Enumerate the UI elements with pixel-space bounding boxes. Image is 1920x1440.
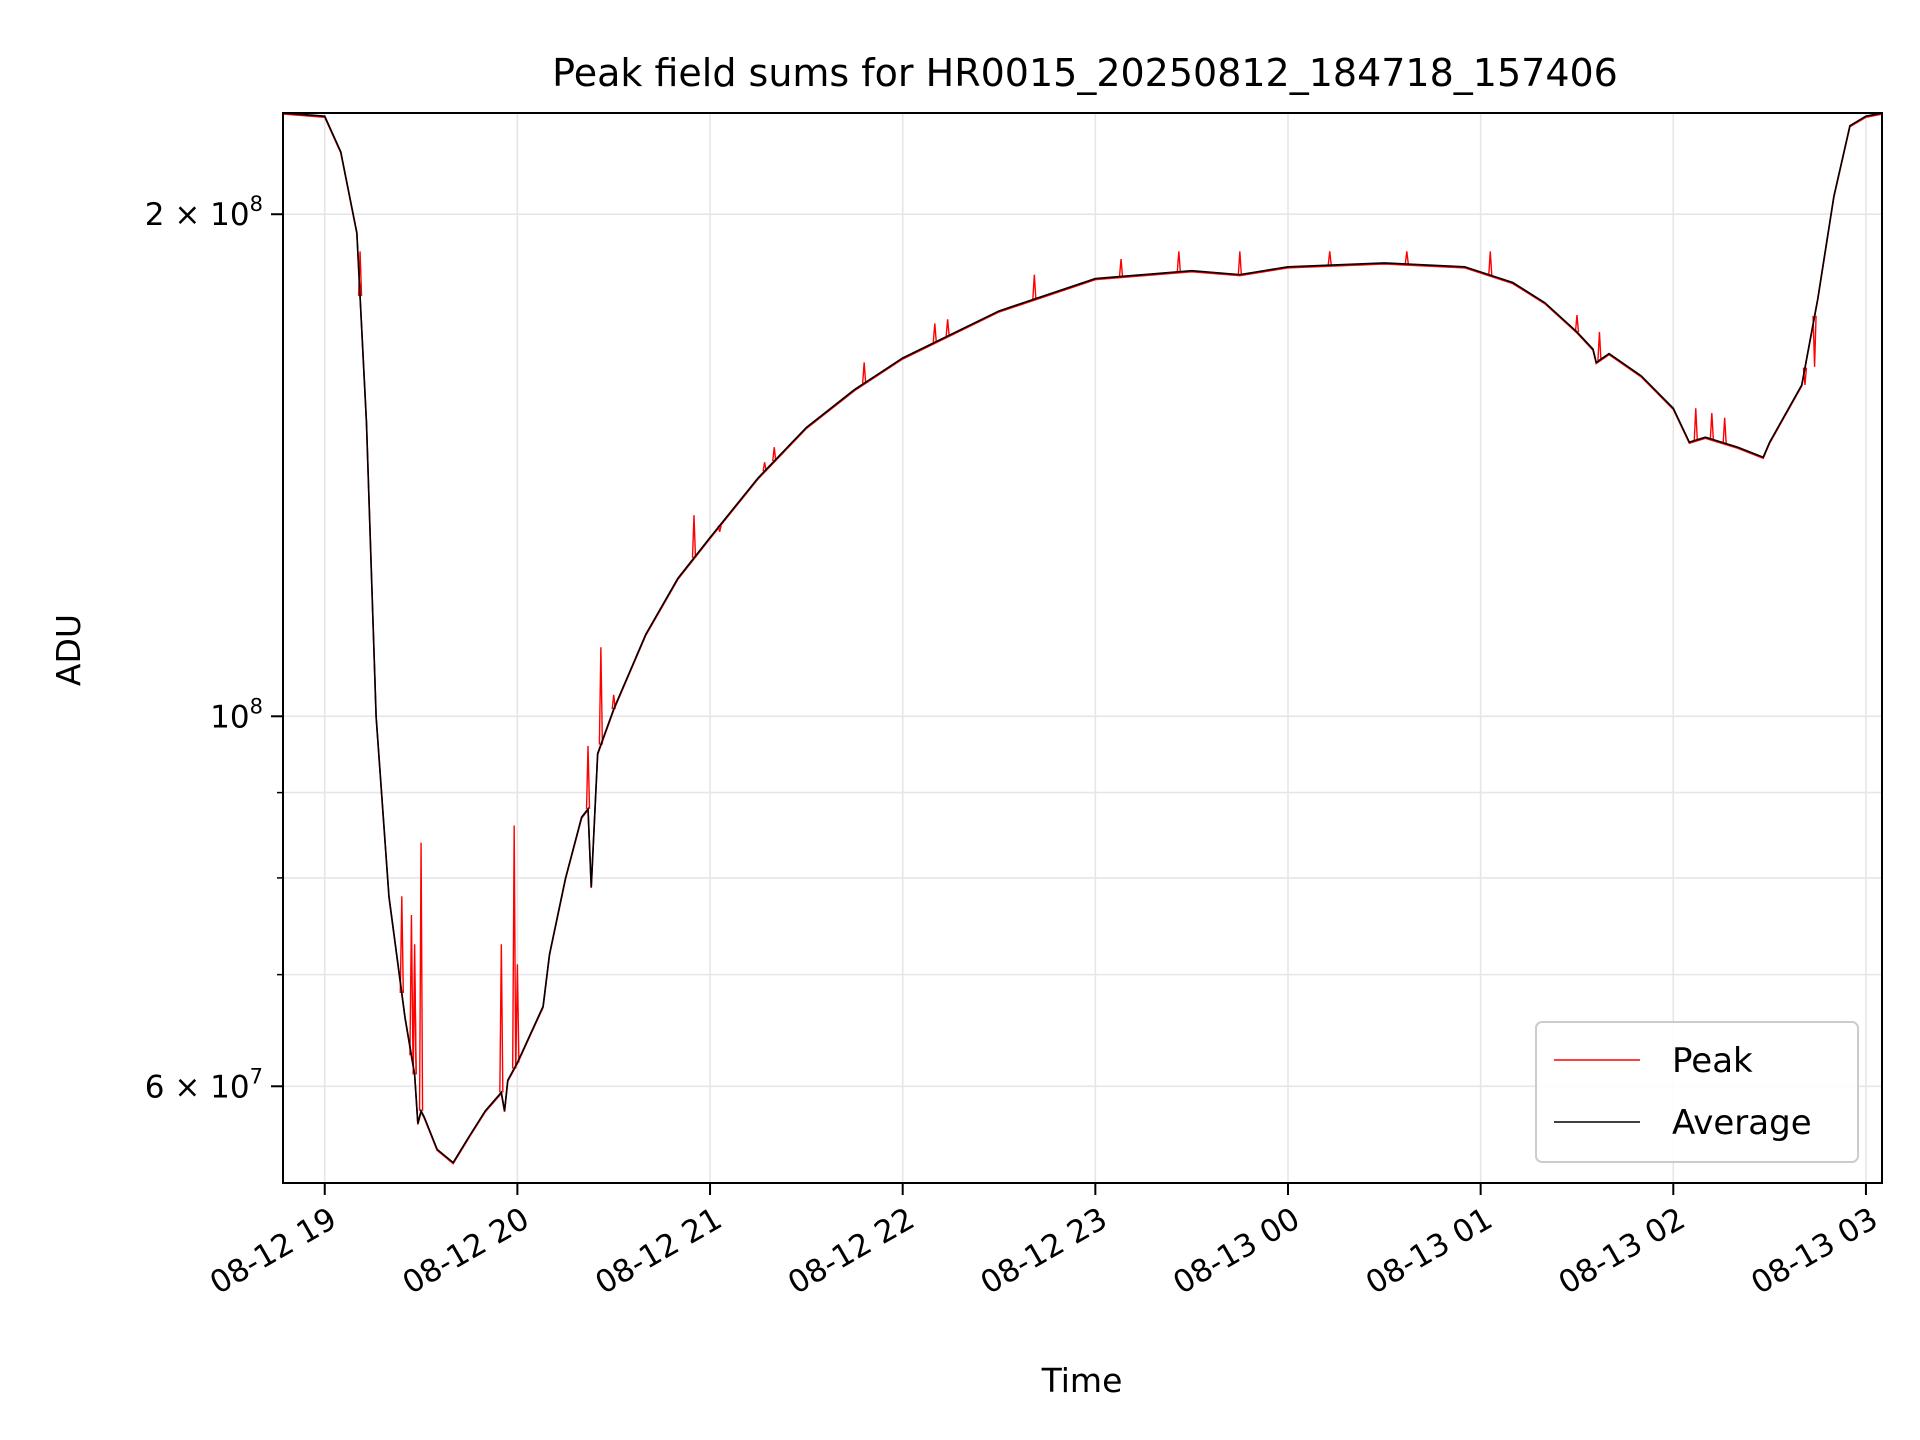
peak-spike	[598, 647, 604, 745]
x-axis-label: Time	[1041, 1361, 1123, 1400]
peak-spike	[932, 323, 937, 343]
peak-spike	[1597, 331, 1602, 361]
peak-spike	[1118, 258, 1124, 277]
peak-spike	[1404, 251, 1409, 265]
peak-spike	[1574, 315, 1580, 333]
peak-spike	[585, 745, 591, 809]
chart-title: Peak field sums for HR0015_20250812_1847…	[552, 51, 1618, 95]
legend-box	[1535, 1021, 1859, 1163]
peak-spike	[409, 915, 414, 1056]
x-tick-label-6: 08-13 01	[1360, 1201, 1499, 1302]
peak-spike	[772, 447, 777, 462]
y-tick-label-2: 2 × 108	[145, 192, 263, 233]
peak-spike	[1693, 408, 1698, 441]
x-tick-label-5: 08-13 00	[1167, 1201, 1306, 1302]
peak-spike	[861, 362, 867, 384]
x-tick-label-2: 08-12 21	[589, 1201, 728, 1302]
y-axis: 6 × 107 108 2 × 108	[145, 192, 283, 1105]
y-tick-label-1: 108	[210, 694, 263, 735]
plot-frame	[282, 112, 1883, 1184]
x-tick-label-0: 08-12 19	[204, 1201, 343, 1302]
plot-area	[283, 113, 1882, 1165]
x-tick-label-3: 08-12 22	[782, 1201, 921, 1302]
series-line-average	[283, 113, 1882, 1164]
peak-spike	[1327, 251, 1332, 266]
peak-spike	[511, 825, 517, 1069]
peak-spike	[1032, 274, 1037, 300]
peak-spike	[418, 842, 424, 1111]
peak-spike	[762, 462, 767, 472]
y-axis-label: ADU	[49, 614, 88, 686]
peak-spike	[1176, 251, 1182, 272]
peak-spike	[1812, 315, 1817, 367]
x-tick-label-1: 08-12 20	[397, 1201, 536, 1302]
peak-spike	[1237, 251, 1243, 275]
peak-spike	[412, 964, 417, 1075]
peak-spike	[399, 896, 405, 994]
series-line-peak	[283, 113, 1882, 1165]
peak-spike	[691, 515, 697, 558]
peak-spike	[1488, 251, 1493, 276]
peak-spike	[611, 694, 616, 710]
legend-label-average: Average	[1672, 1103, 1812, 1143]
peak-spike	[1722, 417, 1727, 444]
peak-spike	[1709, 412, 1715, 440]
peak-spike	[945, 319, 950, 337]
x-tick-label-4: 08-12 23	[975, 1201, 1114, 1302]
legend: Peak Average	[1535, 1021, 1859, 1163]
y-tick-label-0: 6 × 107	[145, 1064, 263, 1105]
x-tick-label-8: 08-13 03	[1745, 1201, 1884, 1302]
peak-spike	[499, 944, 504, 1093]
x-axis: 08-12 19 08-12 20 08-12 21 08-12 22 08-12 23…	[204, 1183, 1884, 1302]
peak-spike	[515, 964, 520, 1063]
legend-label-peak: Peak	[1672, 1041, 1753, 1081]
x-tick-label-7: 08-13 02	[1553, 1201, 1692, 1302]
